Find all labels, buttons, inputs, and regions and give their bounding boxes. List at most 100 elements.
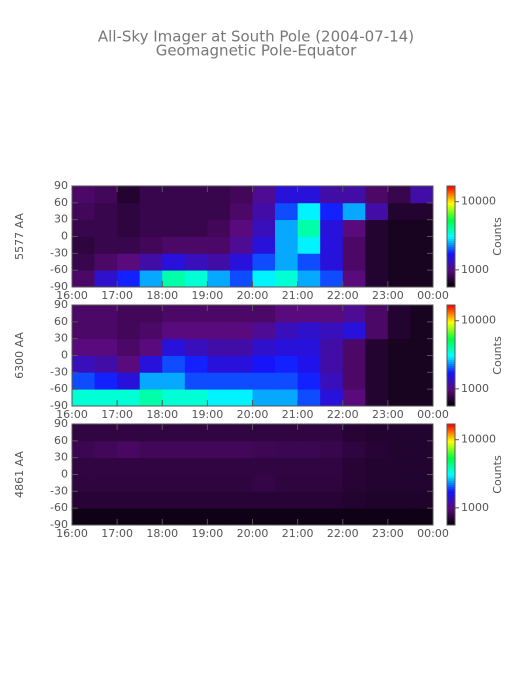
heatmap-cell <box>184 270 208 288</box>
heatmap-cell <box>365 424 389 442</box>
chart-subtitle: Geomagnetic Pole-Equator <box>156 42 357 60</box>
y-tick-label: 90 <box>54 417 68 430</box>
heatmap-cell <box>320 270 344 288</box>
colorbar-tick-label: 10000 <box>461 314 496 327</box>
heatmap-cell <box>342 440 366 459</box>
heatmap-cell <box>207 440 231 459</box>
colorbar-label: Counts <box>491 217 504 256</box>
heatmap-cell <box>117 305 141 323</box>
heatmap-cell <box>72 253 95 271</box>
colorbar-strip <box>447 482 455 486</box>
x-tick-label: 22:00 <box>327 408 359 421</box>
heatmap-cell <box>72 508 95 526</box>
heatmap-cell <box>94 321 118 340</box>
heatmap-cell <box>297 236 321 254</box>
colorbar-strip <box>447 337 455 340</box>
colorbar-strip <box>447 264 455 268</box>
heatmap-cell <box>297 355 321 373</box>
heatmap-cell <box>207 389 231 407</box>
y-tick-label: 90 <box>54 179 68 192</box>
heatmap-cell <box>94 457 118 475</box>
heatmap-cell <box>229 270 253 288</box>
heatmap-cell <box>184 474 208 492</box>
heatmap-cell <box>72 440 95 459</box>
heatmap-cell <box>297 457 321 475</box>
heatmap-cell <box>139 372 163 390</box>
heatmap-cell <box>275 253 299 271</box>
colorbar-strip <box>447 522 455 526</box>
heatmap-cell <box>275 270 299 288</box>
colorbar-strip <box>447 222 455 225</box>
heatmap-cell <box>72 491 95 509</box>
heatmap-cell <box>320 508 344 526</box>
heatmap-cell <box>342 474 366 492</box>
heatmap-cell <box>365 202 389 221</box>
heatmap-cell <box>207 474 231 492</box>
heatmap-cell <box>252 186 276 204</box>
colorbar-frame <box>446 423 456 526</box>
colorbar-strip <box>447 458 455 461</box>
colorbar-strip <box>447 504 455 508</box>
heatmap-cell <box>252 457 276 475</box>
colorbar-strip <box>447 365 455 369</box>
heatmap-cell <box>320 321 344 340</box>
heatmap-cell <box>139 491 163 509</box>
colorbar-frame <box>446 304 456 407</box>
heatmap-cell <box>139 202 163 221</box>
heatmap-cell <box>387 355 411 373</box>
y-tick-label: -60 <box>50 382 68 395</box>
colorbar-strip <box>447 333 455 336</box>
heatmap-cell <box>252 321 276 340</box>
heatmap-cell <box>94 508 118 526</box>
heatmap-cell <box>139 305 163 323</box>
heatmap-cell <box>342 372 366 390</box>
heatmap-cell <box>229 372 253 390</box>
heatmap-cell <box>72 355 95 373</box>
heatmap-cell <box>275 236 299 254</box>
heatmap-cell <box>275 440 299 459</box>
colorbar-strip <box>447 456 455 459</box>
colorbar-strip <box>447 377 455 381</box>
colorbar-strip <box>447 206 455 209</box>
heatmap-cell <box>410 491 434 509</box>
heatmap-cell <box>387 372 411 390</box>
heatmap-cell <box>162 270 186 288</box>
colorbar-strip <box>447 512 455 516</box>
colorbar-strip <box>447 248 455 252</box>
y-tick-label: -90 <box>50 280 68 293</box>
x-tick-label: 16:00 <box>56 289 88 302</box>
heatmap-cell <box>139 457 163 475</box>
heatmap-cell <box>320 491 344 509</box>
heatmap-cell <box>387 305 411 323</box>
heatmap-cell <box>275 491 299 509</box>
heatmap-cell <box>72 474 95 492</box>
heatmap-cell <box>342 508 366 526</box>
heatmap-cell <box>387 440 411 459</box>
colorbar-strip <box>447 508 455 512</box>
heatmap-cell <box>387 253 411 271</box>
colorbar-strip <box>447 202 455 205</box>
heatmap-cell <box>72 202 95 221</box>
heatmap-cell <box>162 219 186 237</box>
colorbar-strip <box>447 200 455 203</box>
colorbar-strip <box>447 278 455 282</box>
colorbar-strip <box>447 268 455 272</box>
heatmap-cell <box>162 338 186 356</box>
colorbar-strip <box>447 478 455 482</box>
colorbar-strip <box>447 313 455 316</box>
heatmap-cell <box>297 338 321 356</box>
heatmap-cell <box>184 321 208 340</box>
heatmap-cell <box>94 474 118 492</box>
colorbar-strip <box>447 190 455 193</box>
y-tick-label: 0 <box>61 349 68 362</box>
colorbar-strip <box>447 518 455 522</box>
colorbar-strip <box>447 476 455 480</box>
heatmap-cell <box>252 270 276 288</box>
heatmap-cell <box>297 389 321 407</box>
colorbar-strip <box>447 430 455 433</box>
heatmap-cell <box>139 355 163 373</box>
heatmap-cell <box>365 474 389 492</box>
heatmap-cell <box>342 202 366 221</box>
colorbar-strip <box>447 331 455 334</box>
heatmap-cell <box>410 457 434 475</box>
